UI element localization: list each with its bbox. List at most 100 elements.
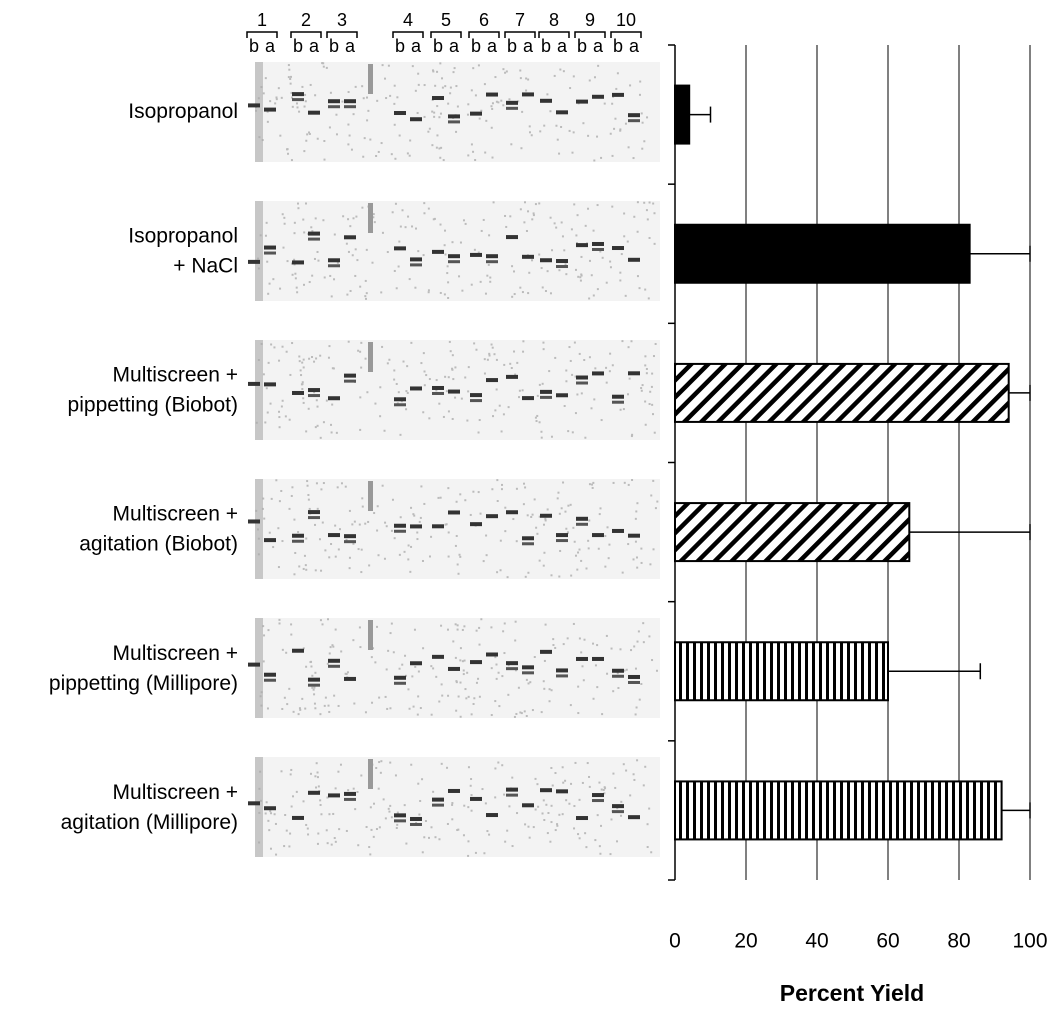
gel-noise [425,820,427,822]
gel-lane [255,62,263,162]
gel-noise [473,703,475,705]
gel-noise [592,643,594,645]
gel-band [248,260,260,264]
gel-band [522,542,534,545]
gel-band [292,260,304,264]
lane-sublabel: b [507,36,517,56]
category-label: Multiscreen + [113,642,238,665]
gel-noise [585,567,587,569]
gel-band [264,252,276,255]
gel-noise [646,116,648,118]
gel-band [576,376,588,380]
gel-noise [293,573,295,575]
gel-noise [641,562,643,564]
gel-noise [357,350,359,352]
gel-band [506,788,518,792]
gel-band [628,675,640,679]
gel-noise [653,548,655,550]
gel-noise [428,208,430,210]
gel-noise [527,572,529,574]
gel-noise [636,556,638,558]
gel-noise [446,767,448,769]
gel-noise [496,359,498,361]
gel-noise [287,153,289,155]
gel-noise [331,844,333,846]
gel-noise [381,142,383,144]
gel-band [328,665,340,668]
gel-noise [309,281,311,283]
gel-noise [354,521,356,523]
gel-noise [330,543,332,545]
gel-noise [631,435,633,437]
gel-noise [317,260,319,262]
gel-noise [558,153,560,155]
gel-band [556,259,568,263]
gel-noise [378,697,380,699]
gel-noise [593,159,595,161]
gel-band [344,792,356,796]
gel-noise [537,395,539,397]
gel-noise [557,497,559,499]
gel-noise [285,415,287,417]
gel-noise [619,272,621,274]
gel-noise [529,131,531,133]
gel-noise [518,687,520,689]
gel-noise [577,276,579,278]
gel-band [394,397,406,401]
gel-noise [366,391,368,393]
gel-noise [284,223,286,225]
gel-noise [467,840,469,842]
gel-noise [432,791,434,793]
gel-band [556,789,568,793]
gel-noise [573,827,575,829]
gel-noise [393,369,395,371]
gel-noise [298,565,300,567]
gel-noise [604,786,606,788]
gel-noise [580,651,582,653]
gel-noise [577,214,579,216]
gel-noise [555,829,557,831]
gel-noise [305,140,307,142]
gel-noise [439,157,441,159]
gel-noise [335,114,337,116]
gel-noise [378,788,380,790]
gel-noise [313,693,315,695]
gel-noise [451,241,453,243]
gel-noise [570,504,572,506]
gel-noise [438,701,440,703]
gel-noise [527,79,529,81]
gel-noise [441,763,443,765]
lane-sublabel: b [433,36,443,56]
gel-noise [279,135,281,137]
gel-noise [402,209,404,211]
gel-noise [292,106,294,108]
gel-noise [516,540,518,542]
gel-noise [269,283,271,285]
gel-band [576,382,588,385]
gel-noise [350,290,352,292]
gel-band [328,533,340,537]
gel-noise [637,275,639,277]
gel-noise [314,524,316,526]
lane-sublabel: a [345,36,356,56]
gel-noise [371,829,373,831]
gel-noise [441,77,443,79]
gel-noise [507,694,509,696]
gel-noise [368,846,370,848]
gel-band [628,815,640,819]
gel-noise [373,213,375,215]
gel-noise [313,687,315,689]
gel-noise [547,832,549,834]
gel-noise [296,791,298,793]
gel-noise [290,623,292,625]
gel-band [394,813,406,817]
gel-noise [588,776,590,778]
gel-noise [452,640,454,642]
gel-noise [488,834,490,836]
gel-band [394,819,406,822]
gel-noise [375,155,377,157]
gel-noise [543,680,545,682]
gel-noise [341,482,343,484]
gel-noise [599,853,601,855]
gel-noise [303,568,305,570]
